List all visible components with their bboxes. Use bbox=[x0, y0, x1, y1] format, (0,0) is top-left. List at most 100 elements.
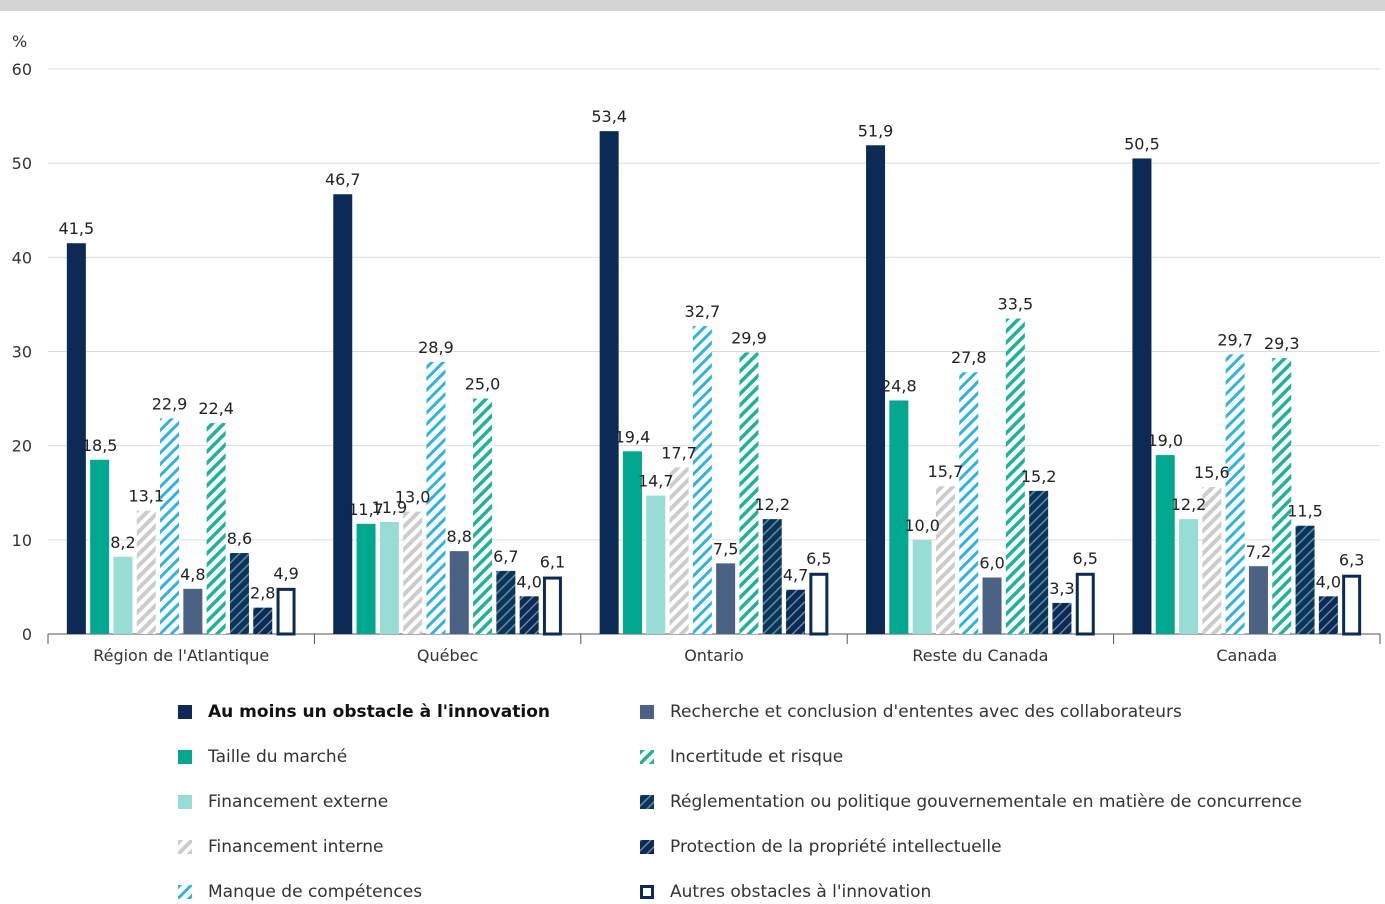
bar-extfin bbox=[646, 496, 665, 634]
bar-skills bbox=[160, 418, 179, 634]
bar-intfin bbox=[936, 486, 955, 634]
bar-value-label: 50,5 bbox=[1124, 134, 1160, 153]
bar-value-label: 18,5 bbox=[82, 436, 118, 455]
y-tick-label: 60 bbox=[12, 60, 32, 79]
bar-value-label: 32,7 bbox=[685, 302, 721, 321]
x-category-label: Québec bbox=[417, 646, 478, 665]
x-category-label: Région de l'Atlantique bbox=[93, 646, 269, 665]
bar-skills bbox=[693, 326, 712, 634]
bar-skills bbox=[959, 372, 978, 634]
bar-collab bbox=[1249, 566, 1268, 634]
bar-value-label: 46,7 bbox=[325, 170, 361, 189]
bar-risk bbox=[473, 399, 492, 634]
bar-any bbox=[333, 194, 352, 634]
bar-ip bbox=[786, 590, 805, 634]
bar-value-label: 27,8 bbox=[951, 348, 987, 367]
bar-value-label: 15,2 bbox=[1021, 467, 1057, 486]
bar-value-label: 8,2 bbox=[110, 533, 135, 552]
bar-value-label: 12,2 bbox=[754, 495, 790, 514]
legend-label: Financement interne bbox=[208, 837, 383, 857]
bar-regul bbox=[763, 519, 782, 634]
legend-item-ip: Protection de la propriété intellectuell… bbox=[640, 835, 1002, 859]
legend-label: Taille du marché bbox=[208, 747, 347, 767]
bar-value-label: 11,5 bbox=[1287, 502, 1323, 521]
bar-intfin bbox=[670, 467, 689, 634]
legend-item-intfin: Financement interne bbox=[178, 835, 383, 859]
bar-ip bbox=[1052, 603, 1071, 634]
y-axis-unit-label: % bbox=[12, 32, 27, 51]
legend-item-skills: Manque de compétences bbox=[178, 880, 422, 904]
legend-label: Protection de la propriété intellectuell… bbox=[670, 837, 1002, 857]
bar-extfin bbox=[1179, 519, 1198, 634]
bar-market bbox=[1156, 455, 1175, 634]
bar-value-label: 53,4 bbox=[591, 107, 627, 126]
bar-value-label: 8,8 bbox=[447, 527, 472, 546]
bar-value-label: 10,0 bbox=[904, 516, 940, 535]
legend-label: Autres obstacles à l'innovation bbox=[670, 882, 931, 902]
legend-swatch-market bbox=[178, 750, 192, 764]
bar-value-label: 29,9 bbox=[731, 328, 767, 347]
y-tick-label: 0 bbox=[22, 625, 32, 644]
bar-value-label: 6,1 bbox=[540, 553, 565, 572]
bar-value-label: 7,2 bbox=[1246, 542, 1271, 561]
legend-label: Réglementation ou politique gouvernement… bbox=[670, 792, 1302, 812]
legend-item-collab: Recherche et conclusion d'ententes avec … bbox=[640, 700, 1182, 724]
legend-item-any: Au moins un obstacle à l'innovation bbox=[178, 700, 550, 724]
bar-value-label: 29,7 bbox=[1217, 330, 1253, 349]
bar-regul bbox=[496, 571, 515, 634]
y-tick-label: 30 bbox=[12, 343, 32, 362]
legend-label: Recherche et conclusion d'ententes avec … bbox=[670, 702, 1182, 722]
legend-item-other: Autres obstacles à l'innovation bbox=[640, 880, 931, 904]
bar-value-label: 15,7 bbox=[928, 462, 964, 481]
bar-risk bbox=[739, 352, 758, 634]
bar-other bbox=[278, 589, 294, 634]
legend-swatch-ip bbox=[640, 840, 654, 854]
bar-value-label: 29,3 bbox=[1264, 334, 1300, 353]
bar-intfin bbox=[403, 512, 422, 634]
bar-value-label: 7,5 bbox=[713, 539, 738, 558]
bar-collab bbox=[183, 589, 202, 634]
legend-swatch-extfin bbox=[178, 795, 192, 809]
bar-value-label: 22,9 bbox=[152, 394, 188, 413]
bar-value-label: 6,5 bbox=[806, 549, 831, 568]
bar-value-label: 12,2 bbox=[1171, 495, 1207, 514]
bar-value-label: 6,0 bbox=[979, 554, 1004, 573]
bar-value-label: 17,7 bbox=[661, 443, 697, 462]
bar-value-label: 13,1 bbox=[128, 487, 164, 506]
legend-item-regul: Réglementation ou politique gouvernement… bbox=[640, 790, 1302, 814]
bar-market bbox=[90, 460, 109, 634]
y-tick-label: 10 bbox=[12, 531, 32, 550]
bar-any bbox=[600, 131, 619, 634]
bar-value-label: 24,8 bbox=[881, 376, 917, 395]
bar-ip bbox=[253, 608, 272, 634]
bar-value-label: 33,5 bbox=[998, 295, 1034, 314]
bar-value-label: 4,0 bbox=[1316, 572, 1341, 591]
legend-swatch-any bbox=[178, 705, 192, 719]
bar-value-label: 4,0 bbox=[516, 572, 541, 591]
bar-value-label: 19,0 bbox=[1147, 431, 1183, 450]
bar-extfin bbox=[113, 557, 132, 634]
bar-value-label: 4,7 bbox=[783, 566, 808, 585]
bar-value-label: 4,9 bbox=[273, 564, 298, 583]
bar-other bbox=[811, 574, 827, 634]
bar-other bbox=[1344, 576, 1360, 634]
bar-value-label: 14,7 bbox=[638, 472, 674, 491]
legend-label: Manque de compétences bbox=[208, 882, 422, 902]
legend-swatch-intfin bbox=[178, 840, 192, 854]
bar-any bbox=[1132, 158, 1151, 634]
bar-intfin bbox=[137, 511, 156, 634]
y-tick-label: 20 bbox=[12, 437, 32, 456]
legend-label: Financement externe bbox=[208, 792, 388, 812]
legend-swatch-risk bbox=[640, 750, 654, 764]
bar-risk bbox=[207, 423, 226, 634]
bar-collab bbox=[716, 563, 735, 634]
bar-market bbox=[357, 524, 376, 634]
legend-swatch-other bbox=[640, 885, 654, 899]
bar-value-label: 25,0 bbox=[465, 375, 501, 394]
bar-value-label: 13,0 bbox=[395, 488, 431, 507]
legend-label: Au moins un obstacle à l'innovation bbox=[208, 702, 550, 722]
x-category-label: Canada bbox=[1216, 646, 1277, 665]
y-tick-label: 40 bbox=[12, 248, 32, 267]
bar-value-label: 6,7 bbox=[493, 547, 518, 566]
bar-other bbox=[544, 578, 560, 634]
